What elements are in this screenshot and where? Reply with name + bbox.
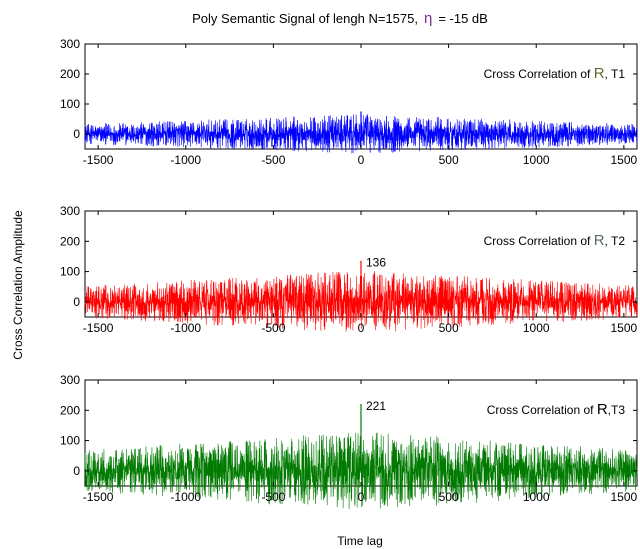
- series-annotation: Cross Correlation of R, T1: [484, 65, 626, 82]
- y-tick-label: 300: [60, 204, 80, 218]
- y-tick-label: 300: [60, 37, 80, 51]
- subplot-2: 136 -1500 -1000 -500 0 500 1000 1500 0 100 200 300 C…: [60, 204, 638, 335]
- y-tick-label: 100: [60, 265, 80, 279]
- subplot-3: 221 -1500 -1000 -500 0 500 1000 1500 0 100 200 300 C…: [60, 373, 638, 510]
- y-axis-label: Cross Correlation Amplitude: [11, 210, 25, 360]
- annotation-prefix: Cross Correlation of: [484, 234, 594, 248]
- y-tick-label: 100: [60, 97, 80, 111]
- x-tick-label: 1000: [523, 321, 550, 335]
- y-tick-label: 300: [60, 373, 80, 387]
- annotation-r: R: [597, 401, 608, 418]
- x-tick-label: 1500: [611, 490, 638, 504]
- series-annotation: Cross Correlation of R,T3: [487, 401, 626, 418]
- subplot-1: -1500 -1000 -500 0 500 1000 1500 0 100 200 300 Cros…: [60, 37, 638, 167]
- x-tick-label: 0: [358, 321, 365, 335]
- x-tick-label: 500: [439, 153, 459, 167]
- y-tick-label: 0: [73, 295, 80, 309]
- subplots: -1500 -1000 -500 0 500 1000 15000100200300Cros…: [60, 37, 638, 510]
- series-line-2: [84, 271, 638, 332]
- peak-label: 136: [366, 256, 386, 270]
- x-tick-label: -1000: [170, 490, 201, 504]
- x-tick-label: 0: [358, 153, 365, 167]
- y-tick-label: 0: [73, 464, 80, 478]
- x-tick-label: -500: [261, 490, 285, 504]
- chart-title: Poly Semantic Signal of lengh N=1575, η = …: [192, 10, 488, 27]
- annotation-t: , T1: [605, 67, 626, 81]
- x-tick-label: 1500: [611, 321, 638, 335]
- y-tick-label: 200: [60, 403, 80, 417]
- x-tick-label: -1000: [170, 153, 201, 167]
- x-tick-label: -500: [261, 153, 285, 167]
- y-tick-label: 100: [60, 434, 80, 448]
- x-tick-label: 1500: [611, 153, 638, 167]
- x-tick-label: -500: [261, 321, 285, 335]
- peak-label: 221: [366, 399, 386, 413]
- x-tick-label: -1000: [170, 321, 201, 335]
- y-tick-label: 200: [60, 234, 80, 248]
- title-suffix: = -15 dB: [438, 11, 488, 26]
- x-tick-label: 1000: [523, 153, 550, 167]
- x-tick-label: 1000: [523, 490, 550, 504]
- x-tick-label: 0: [358, 490, 365, 504]
- series-annotation: Cross Correlation of R, T2: [484, 232, 626, 249]
- x-axis-label: Time lag: [337, 534, 383, 548]
- x-tick-label: 500: [439, 490, 459, 504]
- x-tick-label: -1500: [83, 490, 114, 504]
- x-tick-label: -1500: [83, 321, 114, 335]
- annotation-prefix: Cross Correlation of: [484, 67, 594, 81]
- title-prefix: Poly Semantic Signal of lengh N=1575,: [192, 11, 418, 26]
- y-tick-label: 200: [60, 67, 80, 81]
- annotation-r: R: [594, 232, 605, 249]
- x-tick-label: 500: [439, 321, 459, 335]
- annotation-t: ,T3: [608, 403, 626, 417]
- annotation-t: , T2: [605, 234, 626, 248]
- annotation-r: R: [594, 65, 605, 82]
- annotation-prefix: Cross Correlation of: [487, 403, 597, 417]
- y-tick-label: 0: [73, 127, 80, 141]
- x-tick-label: -1500: [83, 153, 114, 167]
- eta-symbol: η: [424, 10, 432, 27]
